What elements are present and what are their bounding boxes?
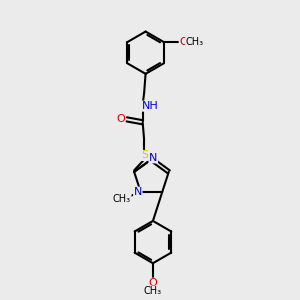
Text: CH₃: CH₃: [144, 286, 162, 296]
Text: S: S: [141, 151, 148, 160]
Text: O: O: [116, 114, 125, 124]
Text: N: N: [134, 187, 142, 197]
Text: CH₃: CH₃: [186, 37, 204, 47]
Text: O: O: [179, 37, 188, 47]
Text: NH: NH: [142, 101, 158, 111]
Text: N: N: [149, 153, 158, 163]
Text: O: O: [148, 278, 157, 288]
Text: CH₃: CH₃: [113, 194, 131, 204]
